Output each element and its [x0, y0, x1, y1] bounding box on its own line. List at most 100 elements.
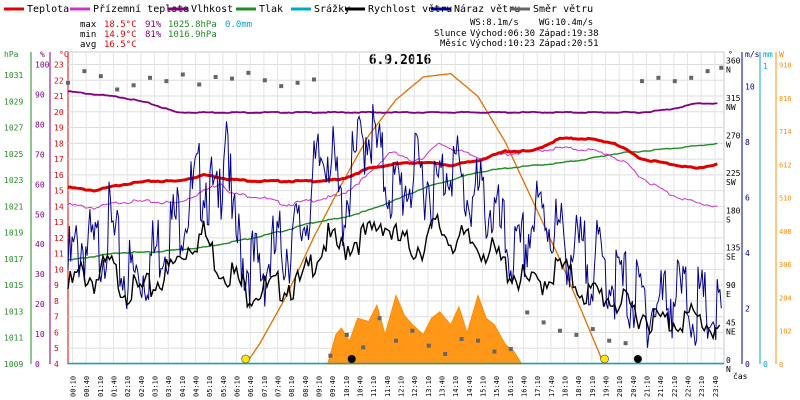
time-tick-label: 20:10: [616, 376, 624, 397]
time-tick-label: 01:40: [111, 376, 119, 397]
stats-min-hum: 81%: [145, 30, 162, 40]
temp-tick-label: 13: [54, 218, 64, 227]
legend-label-smer-vetru: Směr větru: [533, 3, 593, 15]
dir-tick-label: E: [726, 290, 731, 299]
dir-tick-deg: 270: [726, 131, 741, 140]
time-tick-label: 09:40: [329, 376, 337, 397]
hum-tick-label: 40: [35, 240, 45, 249]
temp-tick-label: 15: [54, 187, 64, 196]
wind-direction-point: [410, 328, 415, 333]
time-tick-label: 00:10: [70, 376, 78, 397]
temp-tick-label: 14: [54, 202, 64, 211]
time-tick-label: 09:10: [316, 376, 324, 397]
legend-label-vlhkost: Vlhkost: [191, 4, 233, 15]
wind-direction-point: [279, 84, 284, 89]
hpa-tick-label: 1025: [4, 150, 23, 159]
wind-direction-point: [443, 352, 448, 357]
stats-max-hum: 91%: [145, 20, 162, 30]
wind-direction-point: [246, 70, 251, 75]
temp-tick-label: 22: [54, 76, 64, 85]
dir-tick-deg: 90: [726, 281, 736, 290]
dir-tick-deg: 225: [726, 169, 741, 178]
stats-min-label: min: [80, 30, 96, 40]
axis-title-solar: W: [779, 50, 784, 59]
wind-direction-point: [640, 79, 644, 84]
stats-max-temp: 18.5°C: [104, 20, 137, 30]
time-tick-label: 21:10: [644, 376, 652, 397]
time-tick-label: 10:40: [357, 376, 365, 397]
time-tick-label: 11:40: [384, 376, 392, 397]
axis-titles: hPa % °C ° m/s mm W čas: [4, 50, 784, 381]
time-tick-label: 12:40: [411, 376, 419, 397]
wind-direction-point: [558, 328, 562, 333]
temp-tick-label: 21: [54, 92, 64, 101]
solar-tick-label: 816: [779, 95, 792, 103]
stats-avg-label: avg: [80, 40, 96, 50]
time-tick-label: 19:40: [603, 376, 611, 397]
stats-moonrise: Východ:10:23: [470, 39, 535, 49]
stats-sunset: Západ:19:38: [539, 29, 599, 39]
solar-theoretical-line: [245, 72, 605, 365]
time-tick-label: 00:40: [83, 376, 91, 397]
hpa-tick-label: 1023: [4, 176, 23, 185]
time-tick-label: 13:40: [439, 376, 447, 397]
temperature-line: [67, 136, 718, 193]
wind-direction-point: [574, 332, 579, 337]
hum-tick-label: 30: [35, 270, 45, 279]
temp-tick-label: 16: [54, 171, 64, 180]
axis-title-hpa: hPa: [4, 50, 19, 59]
wind-direction-point: [656, 75, 661, 80]
time-tick-label: 20:40: [630, 376, 638, 397]
wind-direction-point: [377, 316, 382, 321]
hum-tick-label: 70: [35, 150, 45, 159]
stats-avg-temp: 16.5°C: [104, 40, 137, 50]
time-tick-label: 22:40: [685, 376, 693, 397]
wind-direction-point: [131, 83, 136, 88]
hum-tick-label: 0: [35, 360, 40, 369]
hum-tick-label: 100: [35, 61, 50, 70]
solar-tick-label: 204: [779, 294, 792, 302]
wind-tick-label: 2: [745, 305, 750, 314]
stats-max-rain: 0.0mm: [225, 20, 252, 30]
time-tick-label: 08:40: [302, 376, 310, 397]
dir-tick-label: SE: [726, 253, 736, 262]
wind-tick-label: 10: [745, 83, 755, 92]
wind-direction-point: [492, 349, 497, 354]
time-tick-label: 12:10: [398, 376, 406, 397]
time-tick-label: 01:10: [97, 376, 105, 397]
stats-wg: WG:10.4m/s: [539, 18, 593, 28]
wind-direction-point: [115, 87, 120, 92]
moonset-marker: [633, 355, 642, 363]
wind-direction-point: [426, 343, 431, 348]
legend: Teplota Přízemní teplota Vlhkost Tlak Sr…: [4, 3, 593, 15]
axis-tick-labels: 2322212019181716151413121110987654103110…: [4, 57, 792, 398]
wind-direction-point: [719, 65, 724, 70]
axis-lines: [30, 52, 777, 364]
wind-direction-point: [98, 74, 103, 79]
wind-direction-point: [66, 80, 70, 85]
stats-min-temp: 14.9°C: [104, 30, 137, 40]
legend-label-naraz-vetru: Náraz větru: [454, 3, 520, 15]
wind-direction-point: [525, 310, 530, 315]
time-tick-label: 10:10: [343, 376, 351, 397]
sun-moon-markers: [241, 354, 642, 364]
sunset-marker: [600, 354, 609, 364]
temp-tick-label: 19: [54, 124, 64, 133]
legend-label-prizemni-teplota: Přízemní teplota: [93, 3, 189, 15]
time-tick-label: 18:40: [575, 376, 583, 397]
time-tick-label: 06:40: [247, 376, 255, 397]
time-tick-label: 13:10: [425, 376, 433, 397]
legend-label-tlak: Tlak: [259, 4, 283, 15]
dir-tick-deg: 45: [726, 319, 736, 328]
time-tick-label: 19:10: [589, 376, 597, 397]
time-tick-label: 21:40: [657, 376, 665, 397]
solar-tick-label: 918: [779, 62, 792, 70]
hpa-tick-label: 1009: [4, 360, 23, 369]
wind-speed-line: [67, 212, 721, 341]
time-tick-label: 16:10: [507, 376, 515, 397]
legend-label-srazky: Srážky: [314, 3, 350, 15]
wind-direction-point: [623, 341, 628, 346]
dir-tick-deg: 180: [726, 206, 741, 215]
stats-sun-label: Slunce: [434, 29, 467, 39]
